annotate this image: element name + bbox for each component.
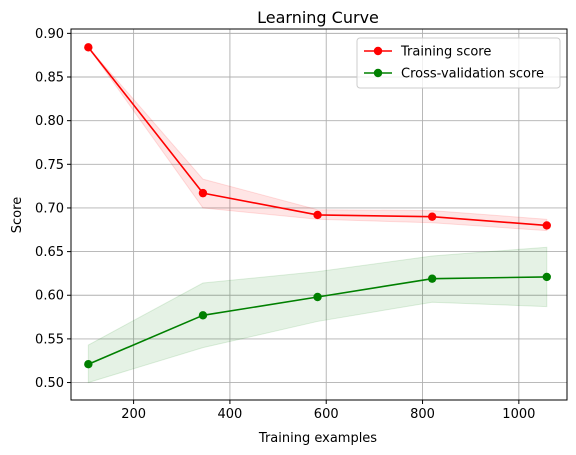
series-points: [84, 43, 551, 369]
x-tick-label: 1000: [502, 407, 535, 422]
y-tick-label: 0.90: [35, 27, 64, 42]
legend-box: [356, 37, 561, 89]
training-score-legend-marker: [373, 46, 383, 56]
training-score-point: [427, 212, 437, 221]
y-tick-label: 0.50: [35, 376, 64, 391]
legend: Training score Cross-validation score: [356, 37, 561, 89]
x-tick-label: 400: [217, 407, 242, 422]
chart-title: Learning Curve: [257, 8, 379, 27]
cross-validation-score-point: [198, 311, 208, 320]
cross-validation-score-point: [542, 272, 551, 282]
x-axis-ticks: 200 400 600 800 1000: [121, 400, 535, 422]
cross-validation-score-legend-label: Cross-validation score: [401, 67, 544, 82]
y-axis-ticks: 0.50 0.55 0.60 0.65 0.70 0.75 0.80 0.85 0.90: [35, 27, 71, 391]
y-tick-label: 0.75: [35, 158, 64, 173]
training-score-point: [198, 188, 208, 198]
y-tick-label: 0.85: [35, 71, 64, 86]
cross-validation-score-legend-marker: [373, 68, 383, 78]
y-tick-label: 0.70: [35, 201, 64, 216]
training-score-point: [84, 43, 93, 52]
cross-validation-score-point: [427, 274, 437, 283]
y-tick-label: 0.65: [35, 245, 64, 260]
y-axis-label: Score: [10, 197, 25, 233]
y-tick-label: 0.80: [35, 114, 64, 129]
x-tick-label: 200: [121, 407, 146, 422]
cross-validation-score-point: [84, 360, 93, 369]
training-score-legend-label: Training score: [400, 45, 491, 60]
legend-entries: Training score Cross-validation score: [364, 45, 544, 82]
cross-validation-score-point: [313, 292, 322, 302]
x-tick-label: 600: [314, 407, 339, 422]
training-score-point: [313, 210, 322, 220]
y-tick-label: 0.55: [35, 332, 64, 347]
training-score-point: [542, 221, 551, 230]
x-tick-label: 800: [410, 407, 435, 422]
y-tick-label: 0.60: [35, 289, 64, 304]
plot-frame: [70, 28, 568, 401]
x-axis-label: Training examples: [258, 431, 377, 446]
